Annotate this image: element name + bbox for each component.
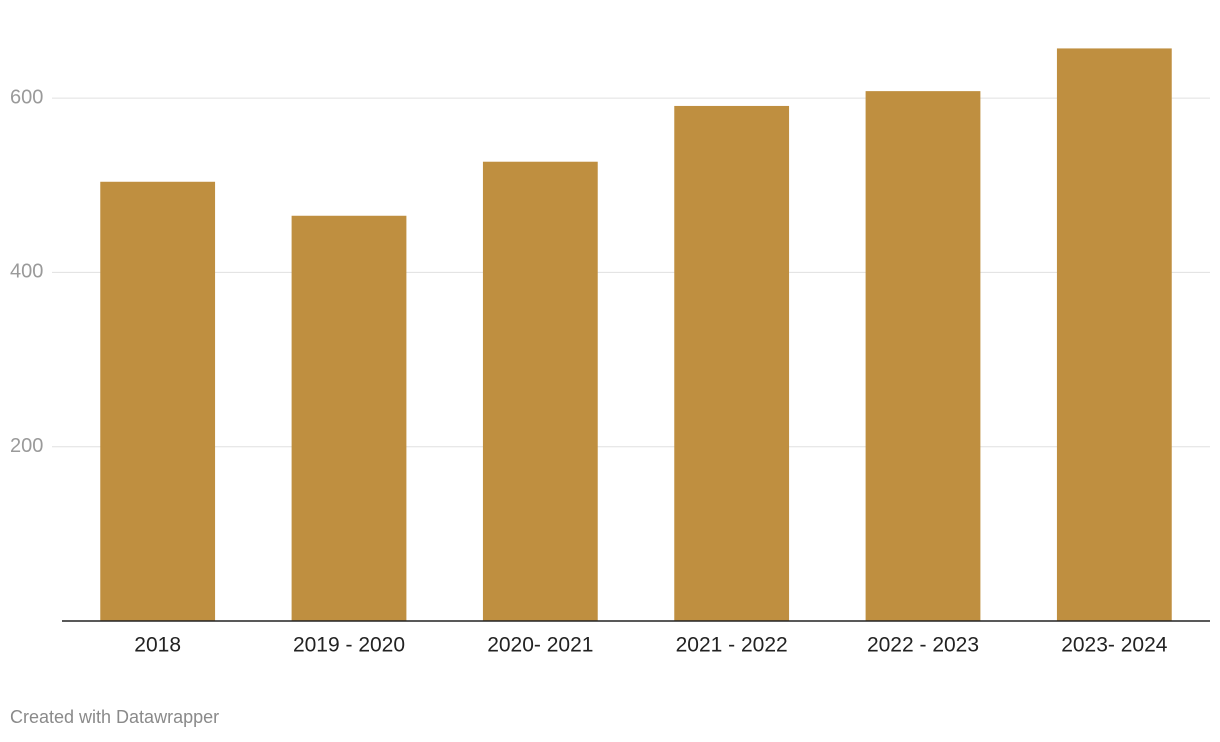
x-tick-label: 2019 - 2020 bbox=[293, 634, 405, 657]
x-tick-label: 2022 - 2023 bbox=[867, 634, 979, 657]
y-tick-label: 400 bbox=[10, 261, 43, 283]
x-tick-label: 2021 - 2022 bbox=[676, 634, 788, 657]
y-tick-label: 200 bbox=[10, 435, 43, 457]
y-tick-bg bbox=[8, 259, 52, 286]
bar bbox=[674, 105, 790, 622]
x-tick-label: 2018 bbox=[134, 634, 181, 657]
credit: Created with Datawrapper bbox=[10, 707, 219, 727]
bar bbox=[865, 91, 981, 622]
bar bbox=[482, 161, 598, 622]
y-tick-bg bbox=[8, 433, 52, 460]
x-tick-label: 2020- 2021 bbox=[487, 634, 593, 657]
y-tick-label: 600 bbox=[10, 86, 43, 108]
y-tick-bg bbox=[8, 85, 52, 112]
bar bbox=[1056, 48, 1172, 621]
x-tick-label: 2023- 2024 bbox=[1061, 634, 1168, 657]
bar bbox=[100, 181, 216, 622]
bar bbox=[291, 215, 407, 621]
